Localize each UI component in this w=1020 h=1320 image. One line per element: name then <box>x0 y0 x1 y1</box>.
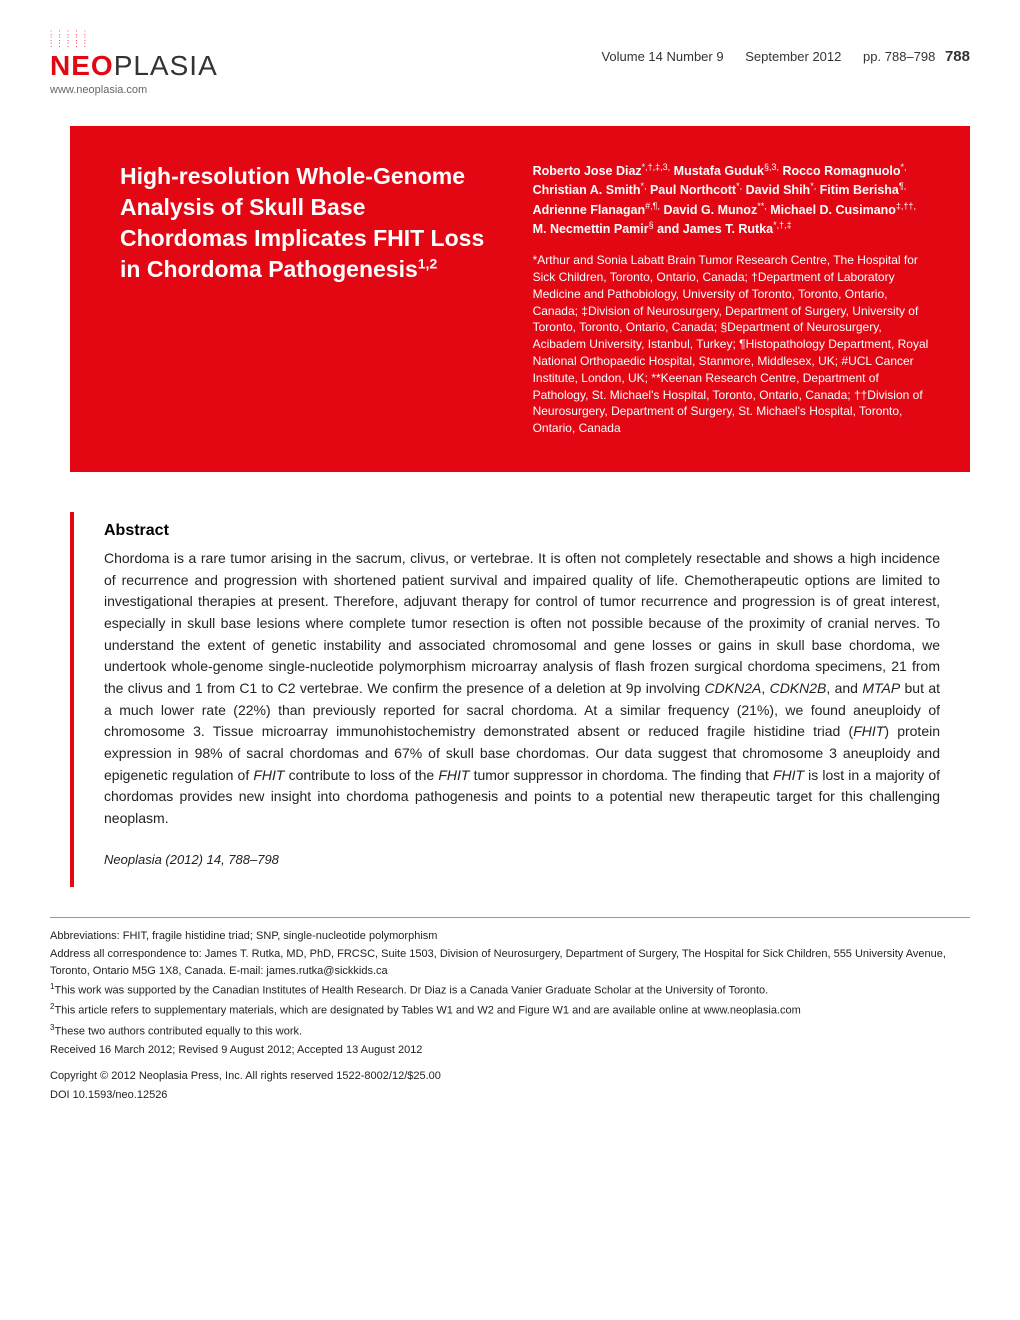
logo-black: PLASIA <box>114 50 218 81</box>
copyright-line: Copyright © 2012 Neoplasia Press, Inc. A… <box>50 1068 970 1085</box>
abstract-citation: Neoplasia (2012) 14, 788–798 <box>104 852 940 867</box>
footnote-3-text: These two authors contributed equally to… <box>54 1025 302 1037</box>
abbreviations: Abbreviations: FHIT, fragile histidine t… <box>50 928 970 945</box>
volume-text: Volume 14 Number 9 <box>601 49 723 64</box>
abstract-body: Chordoma is a rare tumor arising in the … <box>104 548 940 830</box>
logo-text: NEOPLASIA <box>50 50 218 82</box>
article-dates: Received 16 March 2012; Revised 9 August… <box>50 1042 970 1059</box>
footnote-2: 2This article refers to supplementary ma… <box>50 1001 970 1019</box>
footnote-2-text: This article refers to supplementary mat… <box>54 1005 800 1017</box>
article-title: High-resolution Whole-Genome Analysis of… <box>120 161 493 285</box>
abstract-heading: Abstract <box>104 522 940 540</box>
logo-dots: : : : : :: : : : :: : : : : <box>50 30 218 48</box>
footnotes: Abbreviations: FHIT, fragile histidine t… <box>50 917 970 1103</box>
journal-logo: : : : : :: : : : :: : : : : NEOPLASIA ww… <box>50 30 218 96</box>
title-author-panel: High-resolution Whole-Genome Analysis of… <box>70 126 970 472</box>
header-meta: Volume 14 Number 9 September 2012 pp. 78… <box>601 30 970 65</box>
page-number: 788 <box>945 48 970 65</box>
page-header: : : : : :: : : : :: : : : : NEOPLASIA ww… <box>50 30 970 96</box>
issue-date: September 2012 <box>745 49 841 64</box>
article-title-sup: 1,2 <box>418 255 437 271</box>
page-range: pp. 788–798 <box>863 49 935 64</box>
author-list: Roberto Jose Diaz*,†,‡,3, Mustafa Guduk§… <box>533 161 930 238</box>
abstract-section: Abstract Chordoma is a rare tumor arisin… <box>70 512 970 887</box>
doi-line: DOI 10.1593/neo.12526 <box>50 1087 970 1104</box>
correspondence: Address all correspondence to: James T. … <box>50 946 970 979</box>
logo-red: NEO <box>50 50 114 81</box>
logo-url: www.neoplasia.com <box>50 84 218 96</box>
affiliation-list: *Arthur and Sonia Labatt Brain Tumor Res… <box>533 252 930 437</box>
footnote-1-text: This work was supported by the Canadian … <box>54 985 768 997</box>
footnote-1: 1This work was supported by the Canadian… <box>50 981 970 999</box>
footnote-3: 3These two authors contributed equally t… <box>50 1022 970 1040</box>
